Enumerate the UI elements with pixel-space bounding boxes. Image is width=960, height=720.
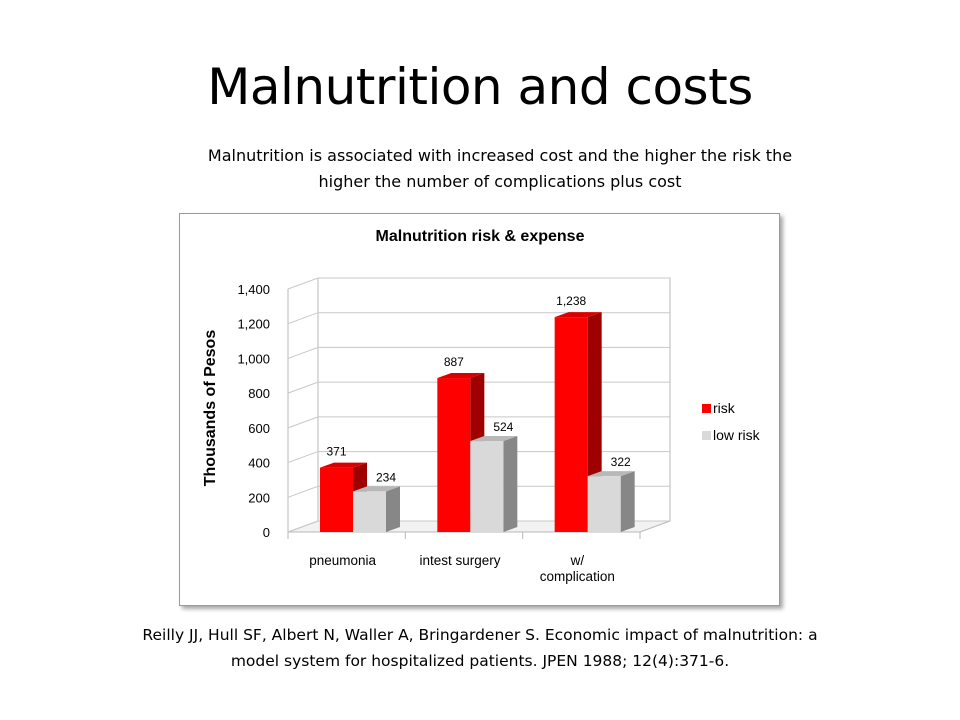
slide-title: Malnutrition and costs xyxy=(207,58,753,116)
y-tick-label: 0 xyxy=(263,525,270,540)
x-tick-label: intest surgery xyxy=(419,553,500,568)
bar xyxy=(353,491,386,532)
gridline xyxy=(287,485,670,498)
bar-side xyxy=(503,436,518,532)
data-label: 371 xyxy=(326,445,346,459)
data-label: 524 xyxy=(493,420,513,434)
bar xyxy=(320,467,353,532)
bar xyxy=(470,441,504,532)
legend-label: risk xyxy=(713,400,736,416)
label-layer: 0 200 400 600 800 1,000 1,200 1,400 371 234 pneumo… xyxy=(202,228,761,584)
x-tick-label: w/ xyxy=(570,553,585,568)
data-label: 1,238 xyxy=(556,294,586,308)
citation-line-1: Reilly JJ, Hull SF, Albert N, Waller A, … xyxy=(142,626,818,644)
gridline xyxy=(287,277,670,290)
y-tick-label: 200 xyxy=(248,490,270,505)
y-tick-label: 1,000 xyxy=(237,351,270,366)
gridline xyxy=(287,520,670,533)
bar-top xyxy=(587,471,635,477)
chart-title: Malnutrition risk & expense xyxy=(376,228,585,245)
gridline xyxy=(287,451,670,464)
y-tick-label: 600 xyxy=(248,421,270,436)
legend-swatch xyxy=(702,431,711,440)
bar-top xyxy=(554,312,602,318)
bar-side xyxy=(620,471,635,532)
bar-top xyxy=(470,436,518,442)
y-tick-label: 800 xyxy=(248,386,270,401)
bar-layer xyxy=(320,312,635,532)
slide-subtitle: Malnutrition is associated with increase… xyxy=(150,143,850,195)
bar-side xyxy=(386,486,400,532)
data-label: 887 xyxy=(444,355,464,369)
bar-top xyxy=(437,373,485,379)
y-axis-label: Thousands of Pesos xyxy=(202,330,219,487)
citation: Reilly JJ, Hull SF, Albert N, Waller A, … xyxy=(80,622,880,674)
gridline xyxy=(287,381,670,394)
subtitle-line-2: higher the number of complications plus … xyxy=(318,172,682,191)
bar-top xyxy=(353,486,400,492)
bar-top xyxy=(320,462,367,468)
bar-chart: 0 200 400 600 800 1,000 1,200 1,400 371 234 pneumo… xyxy=(202,228,761,584)
legend-swatch xyxy=(702,404,711,413)
x-tick-label: complication xyxy=(540,569,615,584)
citation-line-2: model system for hospitalized patients. … xyxy=(230,652,730,670)
y-tick-label: 1,400 xyxy=(237,282,270,297)
y-tick-label: 1,200 xyxy=(237,317,270,332)
gridline xyxy=(287,346,670,359)
bar xyxy=(437,378,471,532)
bar xyxy=(554,317,588,532)
data-label: 234 xyxy=(376,470,396,484)
subtitle-line-1: Malnutrition is associated with increase… xyxy=(207,146,793,165)
data-label: 322 xyxy=(611,455,631,469)
x-tick-label: pneumonia xyxy=(309,553,376,568)
chart-frame: 0 200 400 600 800 1,000 1,200 1,400 371 234 pneumo… xyxy=(179,213,780,606)
legend-label: low risk xyxy=(713,427,761,443)
gridline xyxy=(287,416,670,429)
gridline xyxy=(287,312,670,325)
y-tick-label: 400 xyxy=(248,456,270,471)
bar xyxy=(587,476,621,532)
